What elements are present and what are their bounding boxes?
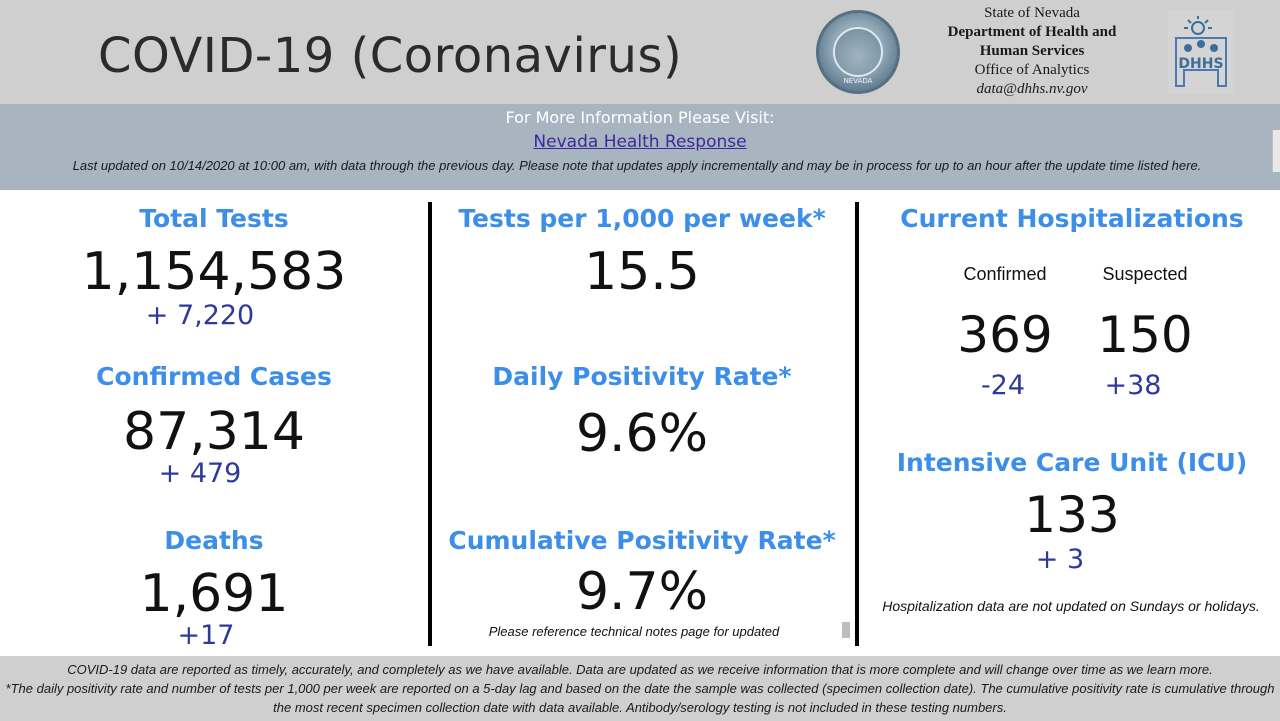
icu-label: Intensive Care Unit (ICU) xyxy=(896,448,1248,477)
cumulative-positivity-label: Cumulative Positivity Rate* xyxy=(448,526,836,555)
current-hospitalizations-label: Current Hospitalizations xyxy=(900,204,1244,233)
deaths-delta: +17 xyxy=(177,620,235,651)
info-bar: For More Information Please Visit: Nevad… xyxy=(0,104,1280,190)
agency-department: Department of Health and xyxy=(947,24,1117,40)
daily-positivity-value: 9.6% xyxy=(575,404,709,464)
column-divider-right xyxy=(855,202,859,646)
suspected-hosp-value: 150 xyxy=(1097,306,1193,364)
icu-value: 133 xyxy=(1024,486,1120,544)
daily-positivity-label: Daily Positivity Rate* xyxy=(492,362,792,391)
suspected-hosp-label: Suspected xyxy=(1102,264,1188,284)
confirmed-cases-label: Confirmed Cases xyxy=(96,362,332,391)
info-scrollbar[interactable] xyxy=(1272,130,1280,172)
technical-notes-text: Please reference technical notes page fo… xyxy=(488,624,780,639)
agency-block: State of Nevada Department of Health and… xyxy=(918,4,1146,99)
total-tests-value: 1,154,583 xyxy=(81,242,347,302)
notes-scrollbar[interactable] xyxy=(842,622,850,638)
cumulative-positivity-value: 9.7% xyxy=(575,562,709,622)
dhhs-logo-text: DHHS xyxy=(1178,56,1223,72)
column-divider-left xyxy=(428,202,432,646)
page-title: COVID-19 (Coronavirus) xyxy=(98,28,683,84)
confirmed-cases-delta: + 479 xyxy=(158,458,242,489)
footer-disclaimer: COVID-19 data are reported as timely, ac… xyxy=(0,656,1280,721)
confirmed-hosp-value: 369 xyxy=(957,306,1053,364)
total-tests-delta: + 7,220 xyxy=(145,300,255,331)
agency-department-cont: Human Services xyxy=(979,43,1085,59)
footer-line-1: COVID-19 data are reported as timely, ac… xyxy=(67,662,1213,677)
nevada-health-response-link[interactable]: Nevada Health Response xyxy=(533,132,747,152)
seal-inner-icon xyxy=(833,27,883,77)
metrics-panel: Total Tests 1,154,583 + 7,220 Confirmed … xyxy=(0,190,1280,656)
confirmed-hosp-label: Confirmed xyxy=(963,264,1047,284)
hospitalization-note: Hospitalization data are not updated on … xyxy=(882,598,1260,614)
tests-per-week-value: 15.5 xyxy=(584,242,700,302)
tests-per-week-label: Tests per 1,000 per week* xyxy=(458,204,826,233)
deaths-label: Deaths xyxy=(164,526,264,555)
suspected-hosp-delta: +38 xyxy=(1104,370,1162,401)
agency-state: State of Nevada xyxy=(984,5,1080,21)
seal-text: NEVADA xyxy=(843,77,873,85)
footer-line-2: *The daily positivity rate and number of… xyxy=(5,681,1275,715)
nevada-seal-icon: NEVADA xyxy=(816,10,900,94)
total-tests-label: Total Tests xyxy=(139,204,289,233)
confirmed-cases-value: 87,314 xyxy=(123,402,305,462)
deaths-value: 1,691 xyxy=(139,564,289,624)
last-updated-text: Last updated on 10/14/2020 at 10:00 am, … xyxy=(72,158,1202,173)
info-title: For More Information Please Visit: xyxy=(505,108,775,127)
icu-delta: + 3 xyxy=(1035,544,1085,575)
confirmed-hosp-delta: -24 xyxy=(980,370,1026,401)
dhhs-logo-icon: DHHS xyxy=(1168,10,1234,94)
dashboard-header: COVID-19 (Coronavirus) NEVADA State of N… xyxy=(0,0,1280,104)
agency-office: Office of Analytics xyxy=(974,62,1090,78)
agency-email: data@dhhs.nv.gov xyxy=(976,81,1088,97)
